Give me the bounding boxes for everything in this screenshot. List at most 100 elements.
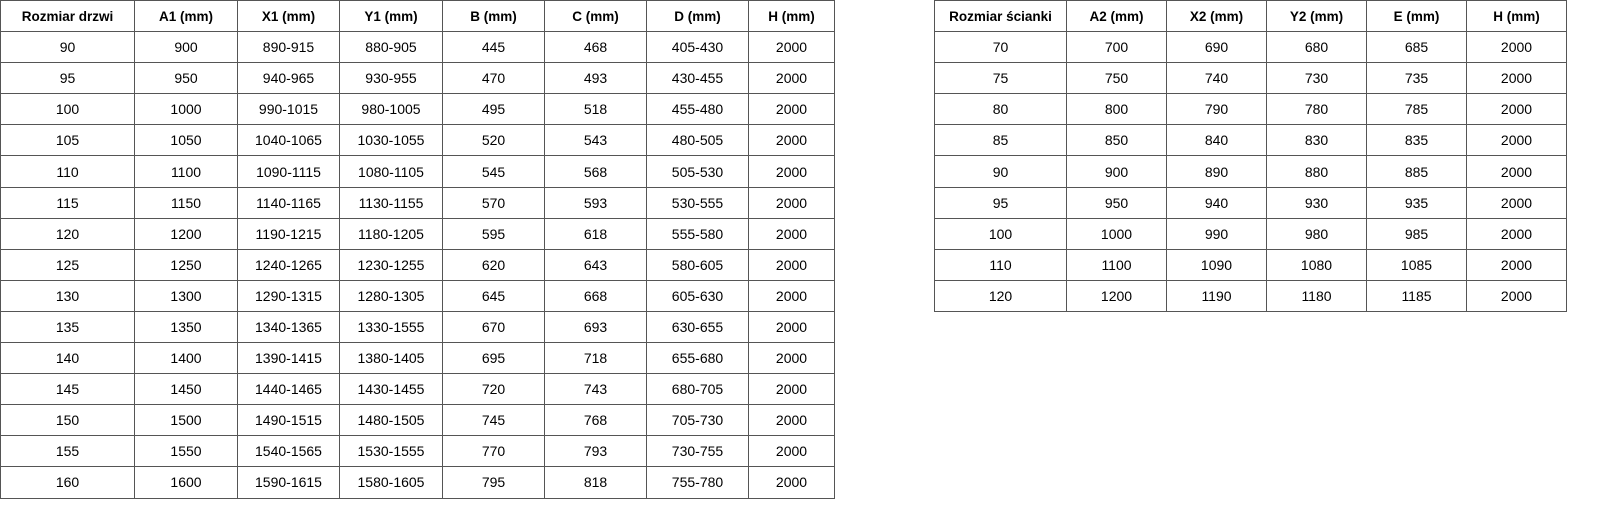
column-header: Y1 (mm) bbox=[339, 0, 443, 33]
table-cell: 655-680 bbox=[646, 342, 749, 375]
table-cell: 680 bbox=[1266, 31, 1367, 64]
table-cell: 1090 bbox=[1166, 248, 1267, 281]
table-cell: 800 bbox=[1066, 93, 1167, 126]
table-cell: 145 bbox=[0, 373, 135, 406]
table-cell: 135 bbox=[0, 310, 135, 344]
table-cell: 1080 bbox=[1266, 248, 1367, 281]
table-cell: 1190 bbox=[1166, 279, 1267, 312]
table-cell: 1500 bbox=[134, 404, 238, 437]
table-row: 95 950 940 930 935 2000 bbox=[934, 186, 1567, 219]
table-cell: 1100 bbox=[134, 155, 238, 188]
table-header-row: Rozmiar drzwi A1 (mm) X1 (mm) Y1 (mm) B (mm)… bbox=[0, 0, 835, 33]
table-cell: 1050 bbox=[134, 124, 238, 157]
table-cell: 755-780 bbox=[646, 466, 749, 499]
table-cell: 1085 bbox=[1366, 248, 1467, 281]
table-cell: 90 bbox=[0, 31, 135, 64]
table-cell: 940-965 bbox=[237, 62, 340, 95]
table-cell: 568 bbox=[544, 155, 647, 188]
table-cell: 1280-1305 bbox=[339, 279, 443, 312]
table-cell: 2000 bbox=[748, 62, 835, 95]
table-cell: 1490-1515 bbox=[237, 404, 340, 437]
table-cell: 890-915 bbox=[237, 31, 340, 64]
table-cell: 745 bbox=[442, 404, 545, 437]
table-cell: 735 bbox=[1366, 62, 1467, 95]
table-cell: 750 bbox=[1066, 62, 1167, 95]
table-cell: 1350 bbox=[134, 310, 238, 344]
door-size-table: Rozmiar drzwi A1 (mm) X1 (mm) Y1 (mm) B (mm)… bbox=[0, 0, 835, 499]
table-cell: 480-505 bbox=[646, 124, 749, 157]
table-cell: 110 bbox=[934, 248, 1067, 281]
table-row: 95 950 940-965 930-955 470 493 430-455 2000 bbox=[0, 62, 835, 95]
table-cell: 795 bbox=[442, 466, 545, 499]
table-cell: 1100 bbox=[1066, 248, 1167, 281]
table-cell: 1180 bbox=[1266, 279, 1367, 312]
table-cell: 730 bbox=[1266, 62, 1367, 95]
column-header: A1 (mm) bbox=[134, 0, 238, 33]
table-cell: 1040-1065 bbox=[237, 124, 340, 157]
table-cell: 1230-1255 bbox=[339, 248, 443, 281]
table-row: 85 850 840 830 835 2000 bbox=[934, 124, 1567, 157]
column-header: Y2 (mm) bbox=[1266, 0, 1367, 33]
table-cell: 530-555 bbox=[646, 186, 749, 219]
table-cell: 720 bbox=[442, 373, 545, 406]
table-cell: 570 bbox=[442, 186, 545, 219]
table-cell: 455-480 bbox=[646, 93, 749, 126]
column-header: E (mm) bbox=[1366, 0, 1467, 33]
table-cell: 850 bbox=[1066, 124, 1167, 157]
table-header-row: Rozmiar ścianki A2 (mm) X2 (mm) Y2 (mm) E (m… bbox=[934, 0, 1567, 33]
table-cell: 120 bbox=[934, 279, 1067, 312]
table-cell: 75 bbox=[934, 62, 1067, 95]
table-cell: 740 bbox=[1166, 62, 1267, 95]
table-cell: 605-630 bbox=[646, 279, 749, 312]
table-cell: 668 bbox=[544, 279, 647, 312]
column-header: H (mm) bbox=[748, 0, 835, 33]
table-cell: 2000 bbox=[748, 279, 835, 312]
table-cell: 1030-1055 bbox=[339, 124, 443, 157]
column-header: B (mm) bbox=[442, 0, 545, 33]
table-cell: 105 bbox=[0, 124, 135, 157]
table-cell: 2000 bbox=[1466, 155, 1567, 188]
table-cell: 1440-1465 bbox=[237, 373, 340, 406]
table-row: 100 1000 990 980 985 2000 bbox=[934, 217, 1567, 250]
table-cell: 985 bbox=[1366, 217, 1467, 250]
table-cell: 1290-1315 bbox=[237, 279, 340, 312]
column-header: H (mm) bbox=[1466, 0, 1567, 33]
table-cell: 770 bbox=[442, 435, 545, 468]
table-row: 150 1500 1490-1515 1480-1505 745 768 705-730 20… bbox=[0, 404, 835, 437]
table-row: 105 1050 1040-1065 1030-1055 520 543 480-505 20… bbox=[0, 124, 835, 157]
table-cell: 880 bbox=[1266, 155, 1367, 188]
table-cell: 580-605 bbox=[646, 248, 749, 281]
table-cell: 1430-1455 bbox=[339, 373, 443, 406]
table-cell: 1000 bbox=[134, 93, 238, 126]
table-cell: 518 bbox=[544, 93, 647, 126]
table-cell: 2000 bbox=[748, 248, 835, 281]
table-cell: 743 bbox=[544, 373, 647, 406]
table-cell: 1180-1205 bbox=[339, 217, 443, 250]
table-cell: 2000 bbox=[1466, 217, 1567, 250]
table-cell: 1590-1615 bbox=[237, 466, 340, 499]
table-cell: 445 bbox=[442, 31, 545, 64]
table-cell: 900 bbox=[134, 31, 238, 64]
table-cell: 70 bbox=[934, 31, 1067, 64]
column-header: X2 (mm) bbox=[1166, 0, 1267, 33]
table-cell: 1540-1565 bbox=[237, 435, 340, 468]
table-cell: 1185 bbox=[1366, 279, 1467, 312]
table-cell: 125 bbox=[0, 248, 135, 281]
table-cell: 940 bbox=[1166, 186, 1267, 219]
table-cell: 595 bbox=[442, 217, 545, 250]
column-header: D (mm) bbox=[646, 0, 749, 33]
table-row: 115 1150 1140-1165 1130-1155 570 593 530-555 20… bbox=[0, 186, 835, 219]
table-cell: 793 bbox=[544, 435, 647, 468]
table-cell: 2000 bbox=[1466, 279, 1567, 312]
table-cell: 830 bbox=[1266, 124, 1367, 157]
table-cell: 115 bbox=[0, 186, 135, 219]
table-cell: 930 bbox=[1266, 186, 1367, 219]
table-cell: 690 bbox=[1166, 31, 1267, 64]
table-cell: 1390-1415 bbox=[237, 342, 340, 375]
table-cell: 2000 bbox=[748, 310, 835, 344]
table-cell: 2000 bbox=[1466, 62, 1567, 95]
table-row: 90 900 890-915 880-905 445 468 405-430 2000 bbox=[0, 31, 835, 64]
table-cell: 130 bbox=[0, 279, 135, 312]
table-cell: 2000 bbox=[748, 217, 835, 250]
table-cell: 1340-1365 bbox=[237, 310, 340, 344]
